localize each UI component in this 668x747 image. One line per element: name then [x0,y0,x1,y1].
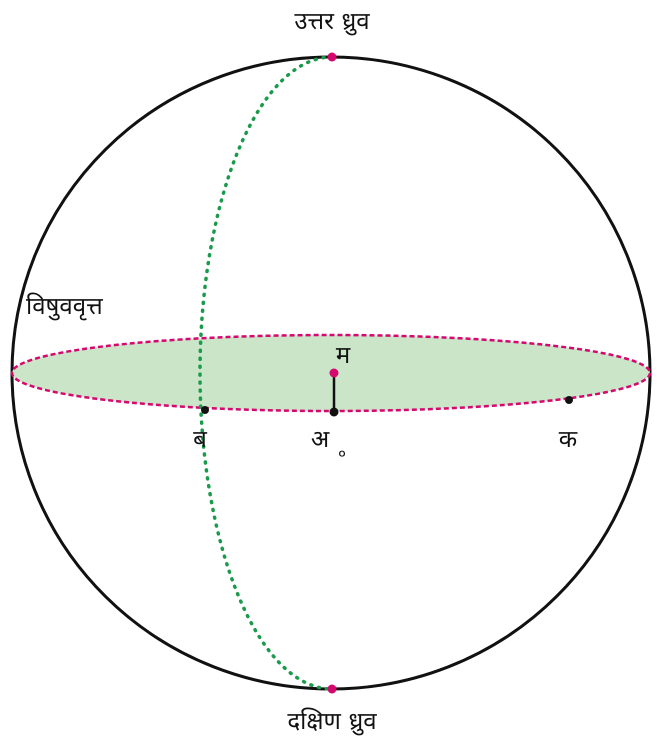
center-label: म [336,341,351,369]
point-b [201,406,209,414]
degree-label: ० [338,445,346,463]
center-point [330,369,339,378]
point-b-label: ब [193,425,208,453]
south-pole-label: दक्षिण ध्रुव [287,707,377,736]
equator-label: विषुववृत्त [26,292,103,321]
north-pole-point [328,53,337,62]
point-k-label: क [559,425,578,453]
point-a [330,408,339,417]
south-pole-point [328,685,337,694]
point-a-label: अ [311,425,330,453]
point-k [565,396,573,404]
diagram: उत्तर ध्रुव दक्षिण ध्रुव विषुववृत्त म ब … [0,0,668,747]
north-pole-label: उत्तर ध्रुव [294,7,370,36]
